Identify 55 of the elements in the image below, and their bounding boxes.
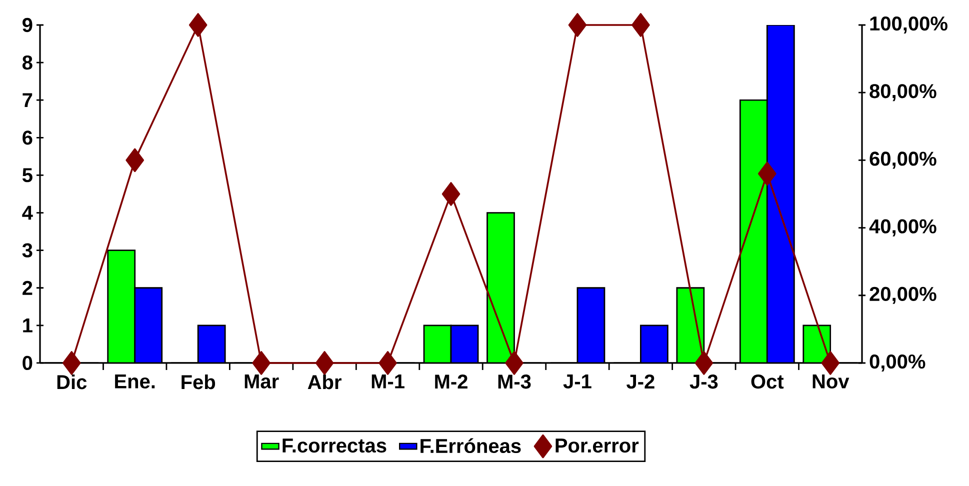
y-tick-label: 8	[22, 55, 32, 70]
bar	[198, 325, 226, 363]
point	[252, 351, 270, 375]
legend-label: F.correctas	[282, 438, 386, 453]
x-tick-label: Abr	[308, 374, 342, 390]
x-tick-label: M-3	[498, 374, 531, 389]
y2-tick-label: 40,00%	[869, 219, 936, 236]
y2-tick-label: 60,00%	[870, 152, 936, 169]
x-tick-label: Oct	[751, 374, 784, 389]
x-tick-label: J-2	[626, 374, 654, 389]
point	[126, 148, 144, 172]
point	[315, 351, 334, 375]
bar	[640, 325, 668, 363]
bar	[451, 325, 478, 363]
y-tick-label: 5	[22, 168, 32, 182]
y-tick-label: 9	[22, 18, 32, 32]
point	[378, 351, 397, 375]
x-tick-label: M-1	[372, 374, 404, 388]
x-tick-label: Ene.	[115, 374, 155, 388]
x-tick-label: Dic	[57, 374, 87, 390]
point	[505, 351, 524, 375]
y2-tick-label: 80,00%	[870, 84, 936, 102]
x-tick-label: Nov	[812, 374, 850, 388]
point	[188, 13, 208, 37]
point	[694, 351, 714, 375]
legend-label: Por.error	[556, 438, 639, 453]
point	[632, 13, 650, 37]
x-tick-label: Feb	[182, 374, 216, 390]
bar	[424, 325, 452, 363]
y-tick-label: 2	[22, 280, 32, 295]
point	[62, 351, 81, 375]
y2-tick-label: 20,00%	[870, 286, 936, 304]
x-tick-label: J-1	[563, 374, 592, 388]
y-tick-label: 0	[22, 356, 32, 370]
y-tick-label: 1	[23, 318, 32, 332]
y2-tick-label: 100,00%	[870, 16, 948, 34]
y-tick-label: 6	[22, 130, 32, 145]
bar	[740, 100, 768, 363]
y-tick-label: 4	[22, 206, 33, 220]
bar	[487, 212, 514, 363]
y2-tick-label: 0,00%	[870, 354, 926, 372]
point	[442, 182, 460, 206]
y-tick-label: 7	[22, 93, 32, 107]
x-tick-label: J-3	[690, 374, 718, 389]
bar	[577, 288, 604, 363]
x-tick-label: Mar	[244, 374, 279, 388]
point	[568, 13, 587, 37]
bar	[767, 24, 794, 363]
bar	[108, 250, 135, 363]
legend-label: F.Erróneas	[420, 438, 521, 454]
point	[758, 162, 776, 186]
y-tick-label: 3	[22, 243, 32, 258]
bar	[134, 288, 162, 363]
point	[821, 351, 840, 375]
x-tick-label: M-2	[435, 374, 468, 388]
